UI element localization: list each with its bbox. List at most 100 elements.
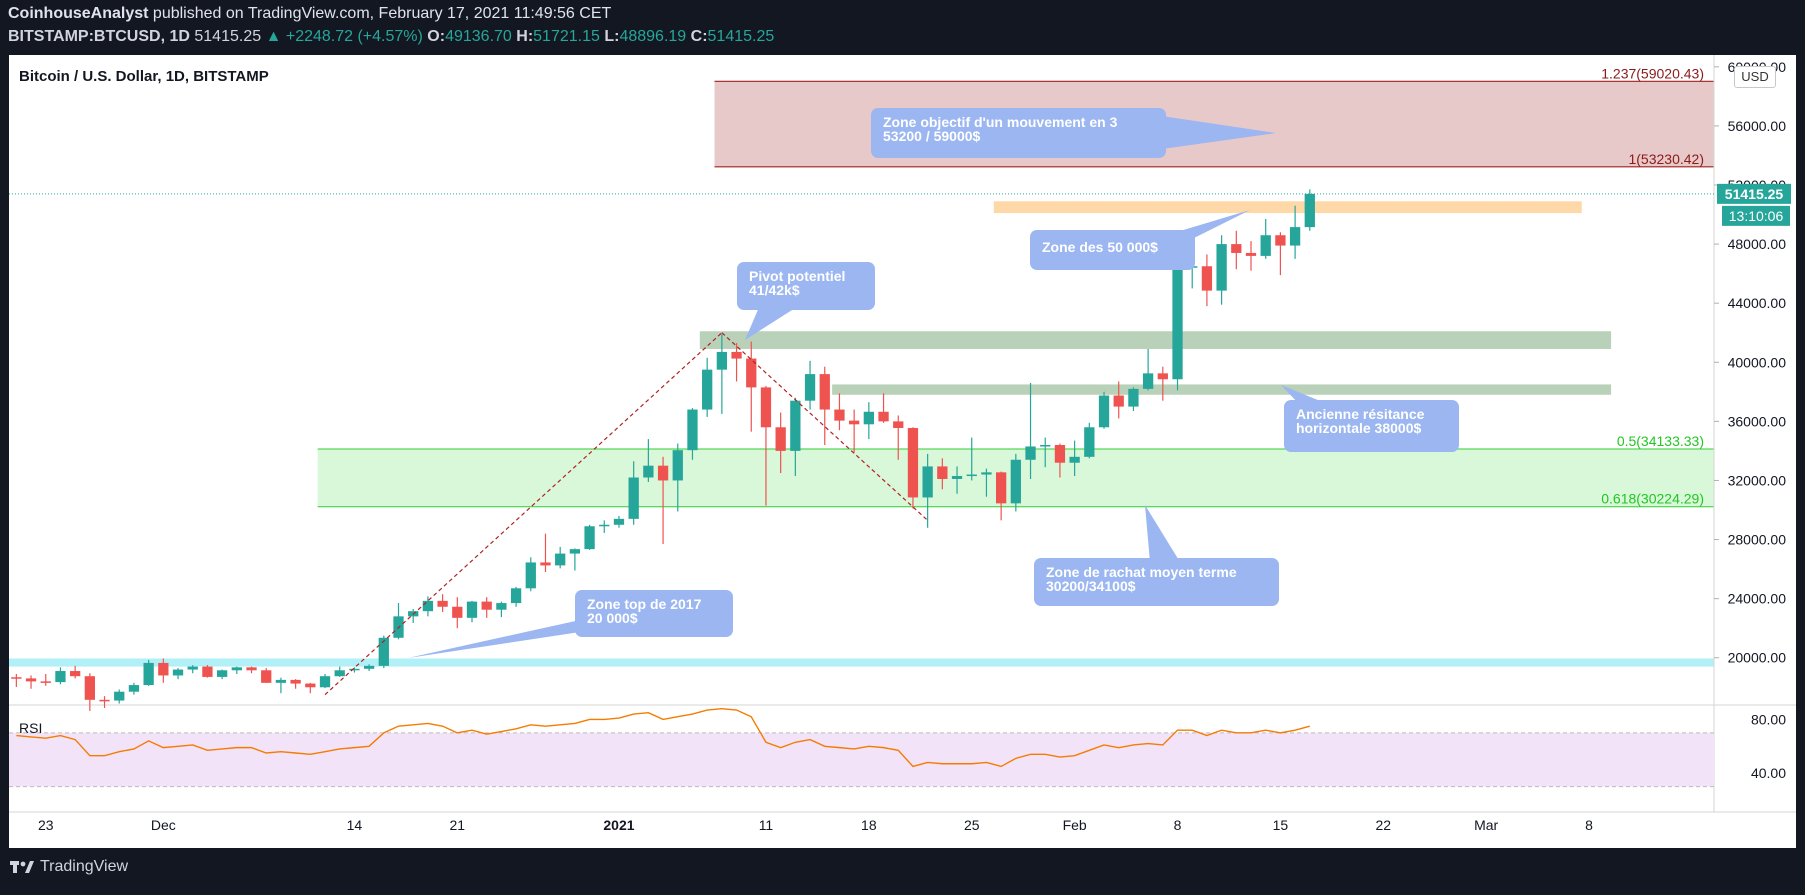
candle-body: [569, 549, 581, 554]
candle: [540, 533, 551, 573]
candle-body: [143, 662, 154, 686]
candle-body: [422, 600, 434, 612]
callout-target-pointer: [1155, 115, 1276, 150]
candle: [1216, 235, 1227, 305]
callout-top2017-text: 20 000$: [587, 610, 638, 626]
candle: [114, 689, 125, 704]
candle: [790, 397, 801, 477]
high-label: H:: [516, 28, 534, 45]
countdown-tag: [1722, 205, 1790, 226]
close-value: 51415.25: [707, 28, 775, 45]
zone-top2017: [9, 658, 1714, 667]
rsi-tick-label: 40.00: [1751, 765, 1786, 781]
candle: [1054, 443, 1066, 478]
candle: [1025, 382, 1036, 479]
candle: [1172, 263, 1183, 391]
price-tick-label: 44000.00: [1728, 295, 1787, 311]
time-tick-label: 14: [347, 817, 363, 833]
ohlc-line: BITSTAMP:BTCUSD, 1D 51415.25 ▲ +2248.72 …: [8, 28, 774, 46]
candle: [25, 675, 37, 689]
candle: [187, 665, 198, 674]
symbol-label: BITSTAMP:BTCUSD, 1D: [8, 28, 190, 45]
fib-label: 0.618(30224.29): [1601, 491, 1704, 507]
candle-body: [1231, 244, 1242, 253]
candle-body: [995, 472, 1007, 504]
candle-body: [687, 409, 698, 451]
callout-zone50k: Zone des 50 000$: [1030, 210, 1250, 270]
time-tick-label: 2021: [603, 817, 634, 833]
callout-top2017-pointer: [408, 620, 580, 658]
candle-body: [1304, 193, 1315, 228]
candle-body: [1260, 235, 1271, 256]
callout-target-box: [871, 108, 1166, 158]
footer-brand[interactable]: TradingView: [10, 858, 128, 876]
candle-body: [378, 637, 389, 666]
candle: [657, 456, 669, 544]
candle: [128, 682, 140, 695]
countdown-label: 13:10:06: [1729, 208, 1784, 224]
callout-buyzone-text: Zone de rachat moyen terme: [1046, 564, 1237, 580]
candle: [334, 666, 345, 677]
candle: [305, 682, 316, 694]
candle-body: [55, 671, 66, 683]
candle-body: [25, 678, 37, 682]
candle: [628, 461, 639, 525]
candle-body: [496, 603, 507, 610]
time-tick-label: 21: [450, 817, 466, 833]
candle: [1304, 189, 1315, 231]
time-tick-label: 8: [1174, 817, 1182, 833]
price-tick-label: 32000.00: [1728, 472, 1787, 488]
publish-info: published on TradingView.com, February 1…: [148, 5, 612, 22]
rsi-label: RSI: [19, 720, 42, 736]
time-tick-label: 25: [964, 817, 980, 833]
candle-body: [84, 676, 95, 700]
candle-body: [702, 369, 713, 410]
candle-body: [628, 477, 639, 519]
candle-body: [863, 411, 874, 425]
candle: [863, 402, 874, 440]
last-price-tag-label: 51415.25: [1725, 186, 1784, 202]
candle: [922, 453, 933, 528]
candle: [246, 666, 257, 674]
candle-body: [937, 466, 948, 479]
time-tick-label: 23: [38, 817, 54, 833]
callout-buyzone-pointer: [1145, 505, 1180, 562]
candle: [1084, 422, 1095, 459]
candle: [746, 341, 757, 432]
candle-body: [1289, 227, 1301, 246]
candle: [84, 673, 95, 711]
price-tick-label: 56000.00: [1728, 118, 1787, 134]
candle-body: [525, 562, 536, 589]
candle-body: [1054, 445, 1066, 463]
callout-zone50k-text: Zone des 50 000$: [1042, 239, 1158, 255]
candle-body: [672, 450, 683, 481]
time-tick-label: 8: [1585, 817, 1593, 833]
candle: [202, 665, 213, 678]
candle-body: [114, 691, 125, 701]
time-tick-label: 18: [861, 817, 877, 833]
candle: [363, 664, 375, 672]
candle: [55, 667, 66, 685]
candle-body: [1025, 446, 1036, 460]
candle: [143, 659, 154, 686]
candle-body: [981, 472, 992, 475]
candle-body: [731, 351, 742, 359]
candle: [466, 600, 478, 623]
candle: [731, 343, 742, 382]
candle: [1245, 241, 1257, 271]
candle-body: [334, 670, 345, 677]
candle: [555, 546, 566, 569]
currency-button[interactable]: USD: [1734, 66, 1776, 88]
candle: [172, 668, 184, 680]
author-name[interactable]: CoinhouseAnalyst: [8, 5, 149, 22]
candle-body: [246, 667, 257, 671]
candle: [937, 458, 948, 490]
candle: [99, 696, 110, 708]
callout-pivot-text: 41/42k$: [749, 282, 800, 298]
price-tick-label: 40000.00: [1728, 354, 1787, 370]
candle-body: [1216, 244, 1227, 291]
candle-body: [466, 601, 478, 618]
footer-brand-text: TradingView: [40, 858, 129, 875]
price-change: ▲ +2248.72 (+4.57%): [265, 28, 423, 45]
